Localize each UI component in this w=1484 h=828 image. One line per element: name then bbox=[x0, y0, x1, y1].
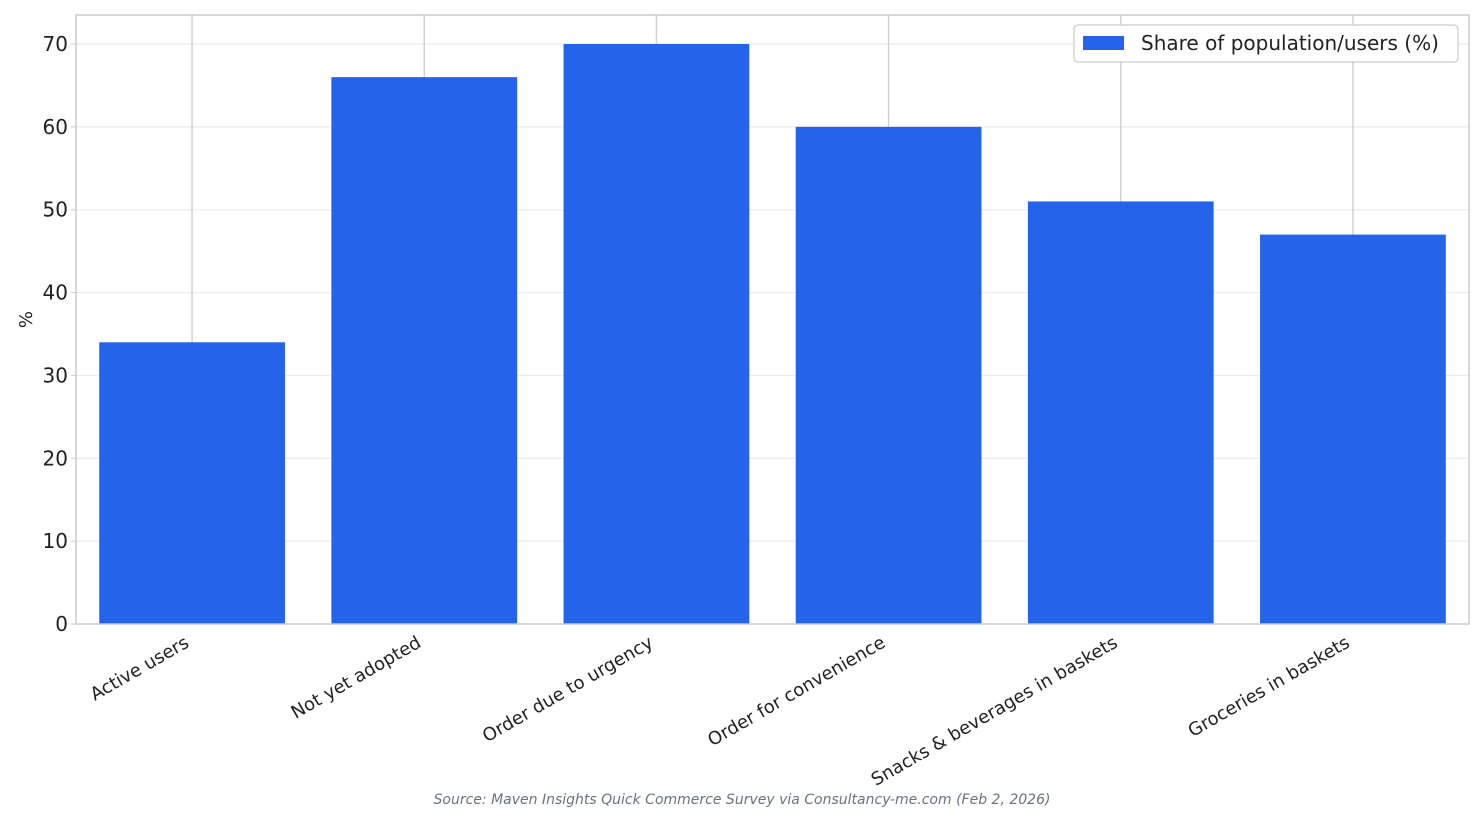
y-tick-label: 30 bbox=[43, 363, 68, 387]
source-note: Source: Maven Insights Quick Commerce Su… bbox=[433, 792, 1051, 808]
x-tick-label: Order due to urgency bbox=[479, 632, 657, 747]
legend-box bbox=[1073, 24, 1459, 63]
y-tick-label: 50 bbox=[43, 198, 68, 222]
y-tick-label: 40 bbox=[43, 281, 68, 305]
x-tick-label: Snacks & beverages in baskets bbox=[868, 632, 1121, 790]
y-tick-label: 20 bbox=[43, 446, 68, 470]
x-tick-label: Groceries in baskets bbox=[1185, 632, 1354, 742]
bar bbox=[1027, 201, 1214, 624]
y-tick-label: 0 bbox=[55, 612, 68, 636]
y-tick-label: 70 bbox=[43, 32, 68, 56]
bar bbox=[795, 126, 982, 624]
bar bbox=[99, 342, 285, 624]
bars bbox=[99, 44, 1446, 625]
y-tick-label: 60 bbox=[43, 115, 68, 139]
legend-swatch bbox=[1083, 36, 1124, 50]
bar bbox=[563, 44, 750, 624]
x-tick-label: Order for convenience bbox=[704, 632, 889, 751]
y-axis-label: % bbox=[16, 311, 37, 328]
x-axis-ticks: Active users Not yet adopted Order due to … bbox=[87, 632, 1354, 791]
y-tick-label: 10 bbox=[43, 529, 68, 553]
y-axis-ticks: 0 10 20 30 40 50 60 70 bbox=[43, 32, 76, 636]
plot-frame bbox=[75, 14, 1470, 625]
legend-label: Share of population/users (%) bbox=[1141, 31, 1439, 55]
x-tick-label: Active users bbox=[87, 632, 193, 705]
x-tick-label: Not yet adopted bbox=[288, 632, 425, 723]
legend: Share of population/users (%) bbox=[1073, 24, 1459, 63]
bar bbox=[331, 77, 518, 624]
bar bbox=[1260, 234, 1446, 625]
